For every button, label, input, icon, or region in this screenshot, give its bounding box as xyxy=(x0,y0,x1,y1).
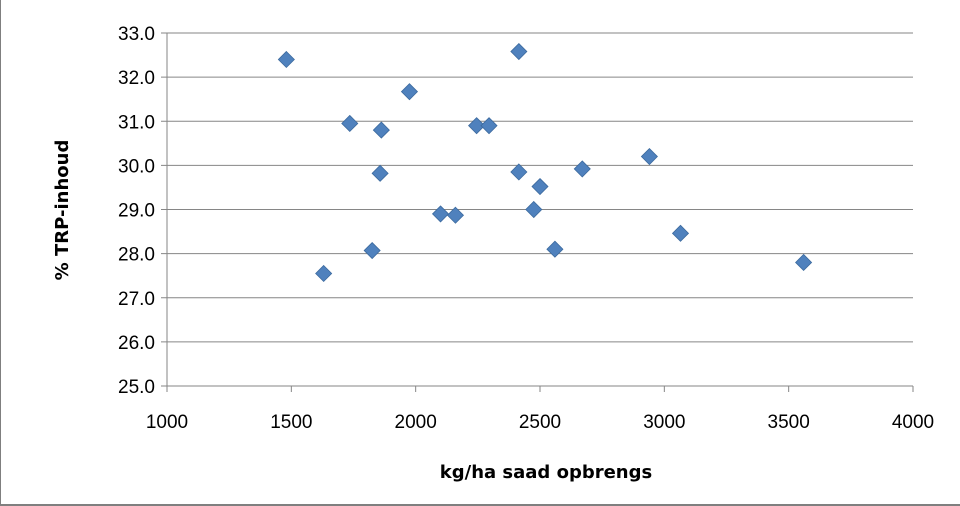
data-point xyxy=(510,163,528,181)
data-point xyxy=(371,164,389,182)
data-point xyxy=(795,253,813,272)
x-axis-title: kg/ha saad opbrengs xyxy=(440,462,652,483)
data-point xyxy=(446,206,465,224)
y-tick-label: 28.0 xyxy=(118,245,155,266)
y-tick-label: 30.0 xyxy=(118,156,155,177)
y-axis-ticks: 25.0 26.0 27.0 28.0 29.0 30.0 31.0 32.0 33.0 xyxy=(118,24,155,398)
data-point xyxy=(400,83,419,101)
data-points xyxy=(277,42,813,283)
x-tick-label: 3000 xyxy=(643,412,685,433)
y-tick-label: 25.0 xyxy=(118,377,155,398)
data-point xyxy=(431,205,450,223)
data-point xyxy=(480,117,498,135)
x-tick-label: 2500 xyxy=(519,412,561,433)
data-point xyxy=(573,160,591,178)
y-axis-title: % TRP-inhoud xyxy=(52,140,73,281)
x-tick-label: 4000 xyxy=(892,412,934,433)
x-tick-label: 3500 xyxy=(768,412,810,433)
data-point xyxy=(531,177,549,196)
y-tick-label: 31.0 xyxy=(118,112,155,133)
data-point xyxy=(341,114,359,133)
data-point xyxy=(363,241,381,260)
gridlines xyxy=(167,32,913,343)
data-point xyxy=(468,117,486,135)
y-tick-label: 29.0 xyxy=(118,201,155,222)
data-point xyxy=(372,121,390,139)
y-tick-label: 32.0 xyxy=(118,68,155,89)
data-point xyxy=(525,200,543,219)
data-point xyxy=(510,42,528,61)
y-tick-label: 26.0 xyxy=(118,333,155,354)
y-tick-label: 33.0 xyxy=(118,24,155,45)
data-point xyxy=(277,50,295,69)
data-point xyxy=(546,240,564,258)
data-point xyxy=(640,147,658,166)
data-point xyxy=(315,264,333,283)
x-tick-label: 1500 xyxy=(270,412,312,433)
x-tick-label: 2000 xyxy=(395,412,437,433)
x-tick-label: 1000 xyxy=(146,412,188,433)
data-point xyxy=(671,224,690,242)
y-tick-label: 27.0 xyxy=(118,289,155,310)
axes xyxy=(161,32,914,392)
x-axis-ticks: 1000 1500 2000 2500 3000 3500 4000 xyxy=(146,412,934,433)
